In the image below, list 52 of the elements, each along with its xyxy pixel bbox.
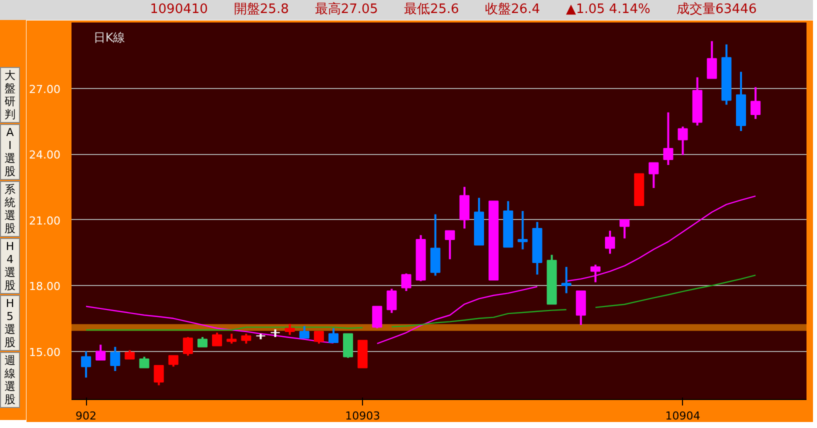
- y-tick-label: 21.00: [29, 214, 61, 228]
- candlestick: [678, 126, 688, 156]
- x-tick-label: 10903: [345, 410, 380, 422]
- text: 最高27.05: [314, 2, 378, 17]
- x-tick-label: 10904: [665, 410, 700, 422]
- candlestick: [372, 305, 382, 330]
- candlestick: [648, 162, 659, 189]
- text: 成交量63446: [676, 2, 757, 17]
- text: 最低25.6: [404, 2, 460, 17]
- button: 週線選股: [0, 352, 20, 408]
- candlestick: [154, 364, 164, 386]
- candlestick: [750, 86, 761, 120]
- candlestick: [605, 230, 616, 255]
- candlestick: [299, 325, 310, 340]
- candlestick: [314, 330, 324, 345]
- candlestick: [561, 266, 572, 294]
- candlestick: [518, 210, 528, 250]
- text: 收盤26.4: [485, 2, 540, 17]
- candlestick: [110, 346, 120, 372]
- candlestick: [139, 356, 150, 369]
- candlestick: [197, 336, 208, 348]
- candlestick: [401, 272, 412, 292]
- text: ▲1.05 4.14%: [566, 2, 650, 17]
- candlestick: [168, 354, 178, 368]
- button: H4選股: [0, 238, 20, 294]
- candlestick: [212, 332, 222, 347]
- text: 1090410: [150, 2, 208, 17]
- button: H5選股: [0, 295, 20, 351]
- y-tick-label: 18.00: [29, 280, 61, 294]
- x-tick-label: 902: [76, 410, 97, 422]
- candlestick: [620, 218, 630, 240]
- candlestick: [663, 111, 674, 166]
- candlestick: [328, 327, 338, 344]
- candlestick: [343, 332, 354, 359]
- button: 系統選股: [0, 181, 20, 237]
- candlestick: [706, 40, 717, 80]
- y-tick-label: 15.00: [29, 346, 61, 359]
- text: 日K線: [93, 30, 126, 44]
- y-tick-label: 27.00: [29, 82, 61, 96]
- text: 開盤25.8: [234, 2, 289, 17]
- candlestick: [81, 350, 92, 379]
- candlestick: [284, 322, 295, 336]
- candlestick: [386, 288, 397, 314]
- candlestick: [590, 264, 600, 284]
- candlestick: [444, 230, 455, 260]
- y-tick-label: 24.00: [29, 148, 61, 162]
- candlestick: [241, 332, 252, 345]
- candlestick: [182, 336, 193, 357]
- candlestick: [226, 332, 237, 345]
- candlestick: [96, 344, 106, 362]
- button: 大盤研判: [0, 67, 20, 123]
- button: AI選股: [0, 124, 20, 180]
